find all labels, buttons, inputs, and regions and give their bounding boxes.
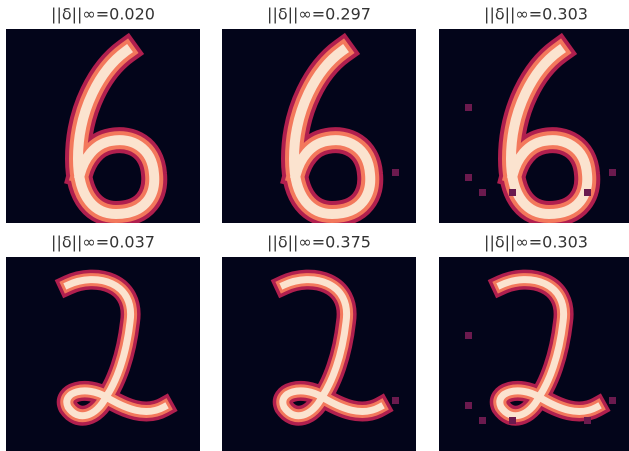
panel-title: ||δ||∞=0.303 xyxy=(484,5,588,24)
perturbation-pixel xyxy=(479,189,486,196)
panel-image xyxy=(6,29,200,223)
panel-title: ||δ||∞=0.037 xyxy=(51,233,155,252)
panel-image xyxy=(222,29,416,223)
panel-title: ||δ||∞=0.303 xyxy=(484,233,588,252)
perturbation-pixel xyxy=(465,332,472,339)
perturbation-pixel xyxy=(465,104,472,111)
panel-title: ||δ||∞=0.020 xyxy=(51,5,155,24)
perturbation-pixel xyxy=(584,189,591,196)
perturbation-pixel xyxy=(465,174,472,181)
perturbation-pixel xyxy=(392,397,399,404)
perturbation-pixel xyxy=(609,397,616,404)
panel-image xyxy=(439,257,629,451)
perturbation-pixel xyxy=(392,169,399,176)
panel-image xyxy=(222,257,416,451)
panel-title: ||δ||∞=0.297 xyxy=(267,5,371,24)
perturbation-pixel xyxy=(509,189,516,196)
perturbation-pixel xyxy=(465,402,472,409)
perturbation-pixel xyxy=(479,417,486,424)
perturbation-pixel xyxy=(609,169,616,176)
panel-image xyxy=(439,29,629,223)
figure: ||δ||∞=0.020 ||δ||∞=0.297 ||δ||∞=0.303 ||δ|… xyxy=(0,0,629,451)
panel-image xyxy=(6,257,200,451)
perturbation-pixel xyxy=(509,417,516,424)
perturbation-pixel xyxy=(584,417,591,424)
panel-title: ||δ||∞=0.375 xyxy=(267,233,371,252)
